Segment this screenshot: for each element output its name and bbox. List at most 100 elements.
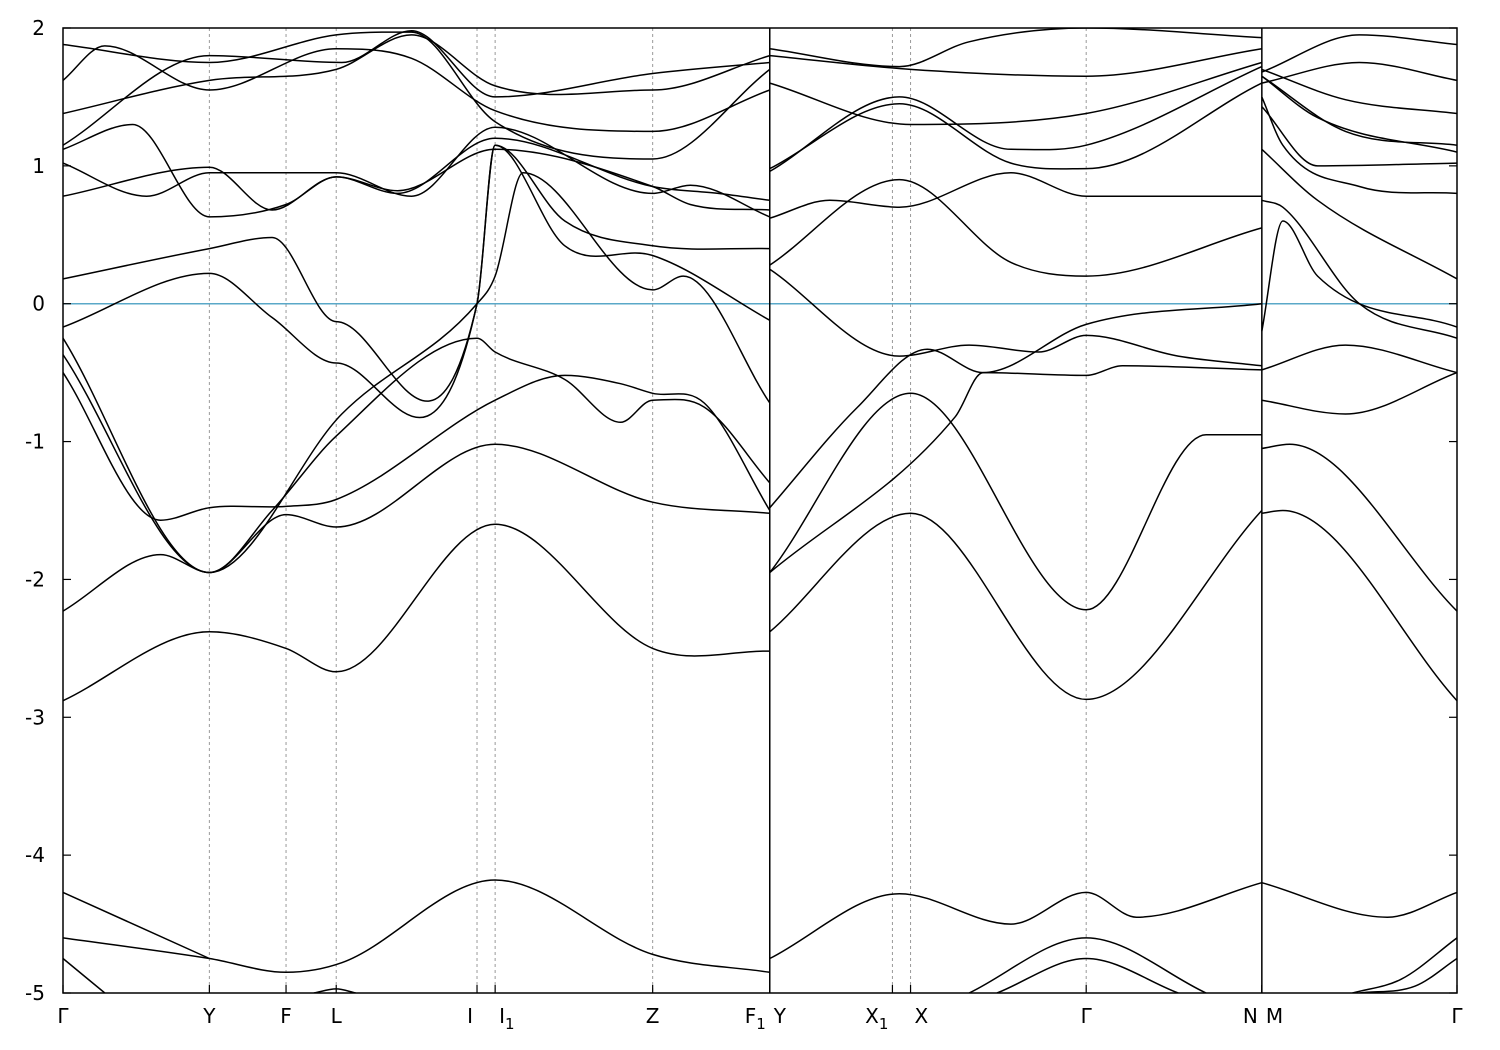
svg-text:Γ: Γ <box>1081 1004 1093 1028</box>
kpoint-label: Y <box>773 1004 787 1028</box>
band-line <box>769 178 1262 277</box>
svg-text:Γ: Γ <box>1451 1004 1463 1028</box>
band-segment-1 <box>63 30 771 993</box>
svg-text:Y: Y <box>202 1004 216 1028</box>
kpoint-label: F <box>280 1004 292 1028</box>
band-line <box>1261 96 1457 195</box>
band-line <box>1261 443 1457 612</box>
y-tick-label: 0 <box>32 292 45 316</box>
band-line <box>63 30 770 146</box>
band-line <box>1261 34 1457 73</box>
band-line <box>1261 344 1457 374</box>
kpoint-label: Γ <box>1451 1004 1463 1028</box>
band-line <box>63 144 771 419</box>
kpoint-label: M <box>1266 1004 1283 1028</box>
kpoint-label-text: Z <box>646 1004 660 1028</box>
band-line <box>1261 75 1457 146</box>
band-segment-3 <box>1261 34 1457 993</box>
kpoint-label-text: X <box>915 1004 929 1028</box>
kpoint-label-text: I <box>467 1004 473 1028</box>
band-line <box>1261 68 1457 115</box>
kpoint-label-subscript: 1 <box>756 1015 766 1033</box>
band-line <box>769 172 1262 219</box>
kpoint-label: Γ <box>1081 1004 1093 1028</box>
kpoint-label-text: M <box>1266 1004 1283 1028</box>
band-line <box>769 365 1262 574</box>
svg-text:Γ: Γ <box>57 1004 69 1028</box>
kpoint-label-text: F <box>745 1004 757 1028</box>
band-line <box>63 123 770 218</box>
kpoint-label-subscript: 1 <box>505 1015 515 1033</box>
kpoint-label-text: X <box>865 1004 879 1028</box>
kpoint-label: F1 <box>745 1004 766 1033</box>
band-line <box>63 337 771 574</box>
kpoint-label: X <box>915 1004 929 1028</box>
svg-text:Y: Y <box>773 1004 787 1028</box>
band-line <box>1261 220 1457 332</box>
band-line <box>63 31 771 160</box>
band-line <box>1261 61 1457 84</box>
svg-text:F1: F1 <box>745 1004 766 1033</box>
band-line <box>1359 957 1457 993</box>
band-line <box>63 957 106 993</box>
y-tick-label: -5 <box>25 981 45 1005</box>
kpoint-label: L <box>331 1004 343 1028</box>
band-line <box>63 34 771 115</box>
y-tick-label: 1 <box>32 154 45 178</box>
kpoint-label-subscript: 1 <box>879 1015 889 1033</box>
kpoint-label-text: Y <box>773 1004 787 1028</box>
path-break-lines <box>769 28 1263 993</box>
band-line <box>1261 199 1457 339</box>
kpoint-label: Y <box>202 1004 216 1028</box>
y-tick-label: -1 <box>25 430 45 454</box>
band-line <box>996 957 1179 993</box>
band-line <box>1261 75 1457 153</box>
band-line <box>1352 937 1457 993</box>
kpoint-label: I1 <box>499 1004 514 1033</box>
x-axis-kpoints: Γ Y F L I I1 Z F1 Y X1 X Γ N M Γ <box>57 985 1463 1033</box>
band-line <box>1261 106 1457 167</box>
kpoint-label-text: N <box>1243 1004 1258 1028</box>
y-tick-label: -2 <box>25 567 45 591</box>
band-line <box>1261 148 1457 280</box>
band-line <box>769 302 1262 509</box>
kpoint-label-text: Γ <box>57 1004 69 1028</box>
band-line <box>769 28 1262 68</box>
kpoint-label: Z <box>646 1004 660 1028</box>
band-line <box>769 47 1262 77</box>
band-line <box>63 45 771 133</box>
kpoint-label: N <box>1243 1004 1258 1028</box>
band-line <box>63 879 770 974</box>
kpoint-label-text: Γ <box>1451 1004 1463 1028</box>
band-line <box>63 148 770 211</box>
y-tick-label: -3 <box>25 705 45 729</box>
y-axis: -5 -4 -3 -2 -1 0 1 2 <box>25 16 1457 1005</box>
kpoint-label-text: Γ <box>1081 1004 1093 1028</box>
y-tick-label: 2 <box>32 16 45 40</box>
band-line <box>63 443 770 612</box>
kpoint-label-text: I <box>499 1004 505 1028</box>
svg-text:F: F <box>280 1004 292 1028</box>
band-line <box>769 509 1263 701</box>
svg-text:I: I <box>467 1004 473 1028</box>
band-line <box>63 523 770 702</box>
band-line <box>1261 509 1457 702</box>
kpoint-label-text: F <box>280 1004 292 1028</box>
band-line <box>63 172 771 574</box>
band-line <box>968 937 1207 993</box>
svg-text:X: X <box>915 1004 929 1028</box>
kpoint-label-text: Y <box>202 1004 216 1028</box>
kpoint-label: I <box>467 1004 473 1028</box>
band-line <box>769 268 1262 367</box>
band-line <box>1261 881 1457 918</box>
band-segment-2 <box>769 28 1263 993</box>
band-line <box>63 372 771 521</box>
svg-text:N: N <box>1243 1004 1258 1028</box>
y-tick-label: -4 <box>25 843 45 867</box>
band-line <box>769 82 1263 170</box>
band-line <box>769 392 1262 611</box>
band-line <box>769 881 1262 960</box>
plot-frame <box>62 27 1458 994</box>
svg-text:Z: Z <box>646 1004 660 1028</box>
